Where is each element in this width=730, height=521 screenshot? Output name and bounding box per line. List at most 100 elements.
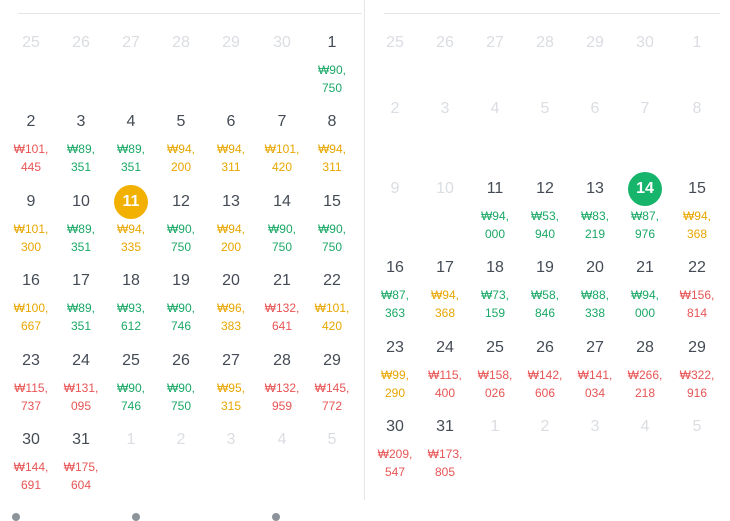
day-cell[interactable]: 22 ₩101, 420 — [307, 264, 357, 335]
calendar-month-right: 25 26 27 28 29 30 1 2 3 4 5 6 7 8 9 10 11 ₩94, 000 12 ₩53, 94… — [366, 0, 720, 500]
day-number: 16 — [386, 259, 404, 276]
day-number: 6 — [226, 113, 236, 130]
price-line-1: ₩158, — [477, 368, 513, 382]
day-cell[interactable]: 1 ₩90, 750 — [307, 26, 357, 97]
day-cell[interactable]: 19 ₩58, 846 — [520, 251, 570, 322]
day-cell-disabled: 2 — [370, 92, 420, 126]
day-cell[interactable]: 22 ₩156, 814 — [672, 251, 722, 322]
day-price: ₩90, 750 — [307, 220, 357, 256]
day-price: ₩132, 959 — [257, 379, 307, 415]
price-line-2: 335 — [120, 240, 142, 254]
day-number: 16 — [22, 272, 40, 289]
day-cell[interactable]: 30 ₩209, 547 — [370, 410, 420, 481]
day-cell[interactable]: 15 ₩90, 750 — [307, 185, 357, 256]
day-cell[interactable]: 23 ₩99, 290 — [370, 331, 420, 402]
day-cell[interactable]: 23 ₩115, 737 — [6, 344, 56, 415]
day-number: 13 — [586, 180, 604, 197]
price-line-2: 300 — [20, 240, 42, 254]
day-number: 27 — [122, 34, 140, 51]
day-price: ₩94, 368 — [672, 207, 722, 243]
day-cell[interactable]: 4 ₩89, 351 — [106, 105, 156, 176]
day-number: 28 — [636, 339, 654, 356]
day-cell[interactable]: 25 ₩158, 026 — [470, 331, 520, 402]
day-cell[interactable]: 31 ₩175, 604 — [56, 423, 106, 494]
day-cell[interactable]: 25 ₩90, 746 — [106, 344, 156, 415]
selected-day-number: 11 — [114, 185, 148, 219]
price-line-2: 959 — [271, 399, 293, 413]
day-cell[interactable]: 11 ₩94, 335 — [106, 185, 156, 256]
price-line-2: 420 — [271, 160, 293, 174]
day-cell[interactable]: 21 ₩132, 641 — [257, 264, 307, 335]
price-line-2: 351 — [70, 319, 92, 333]
day-cell[interactable]: 30 ₩144, 691 — [6, 423, 56, 494]
price-line-2: 750 — [321, 81, 343, 95]
price-line-1: ₩89, — [66, 142, 95, 156]
day-cell[interactable]: 26 ₩142, 606 — [520, 331, 570, 402]
price-line-2: 351 — [70, 160, 92, 174]
day-cell[interactable]: 24 ₩115, 400 — [420, 331, 470, 402]
day-price: ₩94, 368 — [420, 286, 470, 322]
day-cell[interactable]: 21 ₩94, 000 — [620, 251, 670, 322]
day-cell[interactable]: 8 ₩94, 311 — [307, 105, 357, 176]
day-cell[interactable]: 7 ₩101, 420 — [257, 105, 307, 176]
day-cell-other: 4 — [620, 410, 670, 444]
day-cell[interactable]: 29 ₩322, 916 — [672, 331, 722, 402]
day-cell[interactable]: 18 ₩73, 159 — [470, 251, 520, 322]
day-price: ₩90, 750 — [156, 220, 206, 256]
price-line-1: ₩58, — [530, 288, 559, 302]
day-cell-other: 26 — [56, 26, 106, 60]
day-cell[interactable]: 26 ₩90, 750 — [156, 344, 206, 415]
day-cell[interactable]: 15 ₩94, 368 — [672, 172, 722, 243]
day-cell[interactable]: 20 ₩88, 338 — [570, 251, 620, 322]
day-cell[interactable]: 5 ₩94, 200 — [156, 105, 206, 176]
price-line-2: 200 — [170, 160, 192, 174]
day-cell[interactable]: 10 ₩89, 351 — [56, 185, 106, 256]
day-cell-other: 5 — [307, 423, 357, 457]
today-day-number: 14 — [628, 172, 662, 206]
day-cell[interactable]: 13 ₩94, 200 — [206, 185, 256, 256]
day-cell[interactable]: 27 ₩141, 034 — [570, 331, 620, 402]
price-line-2: 606 — [534, 386, 556, 400]
day-cell[interactable]: 6 ₩94, 311 — [206, 105, 256, 176]
day-price: ₩90, 750 — [257, 220, 307, 256]
day-cell[interactable]: 18 ₩93, 612 — [106, 264, 156, 335]
day-cell[interactable]: 31 ₩173, 805 — [420, 410, 470, 481]
day-cell[interactable]: 29 ₩145, 772 — [307, 344, 357, 415]
day-number: 31 — [436, 418, 454, 435]
day-price: ₩58, 846 — [520, 286, 570, 322]
day-cell[interactable]: 14 ₩87, 976 — [620, 172, 670, 243]
price-line-1: ₩88, — [580, 288, 609, 302]
price-line-2: 641 — [271, 319, 293, 333]
day-cell[interactable]: 14 ₩90, 750 — [257, 185, 307, 256]
day-cell[interactable]: 19 ₩90, 746 — [156, 264, 206, 335]
day-cell[interactable]: 2 ₩101, 445 — [6, 105, 56, 176]
day-number: 9 — [26, 193, 36, 210]
price-line-1: ₩89, — [66, 222, 95, 236]
day-cell-other: 1 — [470, 410, 520, 444]
day-cell[interactable]: 20 ₩96, 383 — [206, 264, 256, 335]
day-cell[interactable]: 12 ₩90, 750 — [156, 185, 206, 256]
day-cell[interactable]: 13 ₩83, 219 — [570, 172, 620, 243]
day-number: 3 — [590, 418, 600, 435]
day-number: 2 — [540, 418, 550, 435]
day-cell[interactable]: 27 ₩95, 315 — [206, 344, 256, 415]
price-line-1: ₩115, — [428, 368, 462, 382]
day-cell[interactable]: 16 ₩87, 363 — [370, 251, 420, 322]
day-number: 3 — [440, 100, 450, 117]
price-line-1: ₩94, — [317, 142, 346, 156]
day-cell-other: 25 — [370, 26, 420, 60]
day-price: ₩88, 338 — [570, 286, 620, 322]
day-cell[interactable]: 17 ₩89, 351 — [56, 264, 106, 335]
day-cell[interactable]: 16 ₩100, 667 — [6, 264, 56, 335]
day-cell-other: 26 — [420, 26, 470, 60]
day-cell[interactable]: 11 ₩94, 000 — [470, 172, 520, 243]
day-cell[interactable]: 17 ₩94, 368 — [420, 251, 470, 322]
price-line-2: 311 — [322, 160, 342, 174]
day-cell[interactable]: 24 ₩131, 095 — [56, 344, 106, 415]
day-cell[interactable]: 3 ₩89, 351 — [56, 105, 106, 176]
price-line-2: 750 — [271, 240, 293, 254]
day-cell[interactable]: 28 ₩132, 959 — [257, 344, 307, 415]
day-cell[interactable]: 9 ₩101, 300 — [6, 185, 56, 256]
day-cell[interactable]: 28 ₩266, 218 — [620, 331, 670, 402]
day-cell[interactable]: 12 ₩53, 940 — [520, 172, 570, 243]
